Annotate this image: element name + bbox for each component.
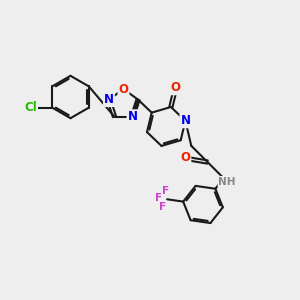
Text: N: N <box>128 110 137 123</box>
Text: Cl: Cl <box>24 101 37 114</box>
Text: F: F <box>155 193 163 203</box>
Text: O: O <box>118 82 128 95</box>
Text: N: N <box>104 93 114 106</box>
Text: NH: NH <box>218 177 236 187</box>
Text: F: F <box>160 202 167 212</box>
Text: O: O <box>180 151 190 164</box>
Text: N: N <box>180 114 190 127</box>
Text: O: O <box>171 81 181 94</box>
Text: F: F <box>162 186 169 196</box>
